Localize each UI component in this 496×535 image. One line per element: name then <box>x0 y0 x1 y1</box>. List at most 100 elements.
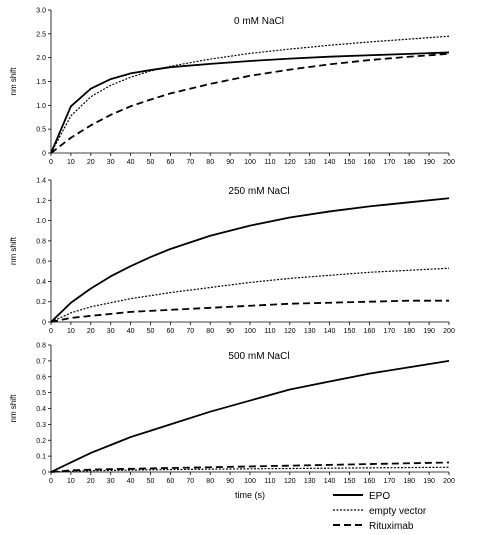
y-tick-label: 0.6 <box>36 259 46 266</box>
x-tick-label: 70 <box>186 159 194 166</box>
panel-title: 0 mM NaCl <box>234 16 284 27</box>
x-tick-label: 170 <box>383 478 395 485</box>
y-tick-label: 0.7 <box>36 358 46 365</box>
chart-panel-2: 0 0.2 0.4 0.6 0.8 1.0 1.2 1.4 0 10 20 30 40 50 60 70 80 9… <box>9 178 455 336</box>
series-line-empty-vector <box>50 35 450 154</box>
x-tick-label: 50 <box>147 328 155 335</box>
legend-label-epo: EPO <box>369 491 390 502</box>
chart-panels: 0 0.5 1.0 1.5 2.0 2.5 3.0 0 10 20 30 40 50 60 70 80 90 10… <box>9 8 455 501</box>
y-tick-label: 2.0 <box>36 55 46 62</box>
x-tick-label: 170 <box>383 159 395 166</box>
y-tick-label: 0 <box>42 151 46 158</box>
x-tick-label: 100 <box>244 478 256 485</box>
x-tick-label: 130 <box>304 159 316 166</box>
x-tick-label: 0 <box>49 159 53 166</box>
x-tick-label: 200 <box>443 159 455 166</box>
x-tick-label: 180 <box>403 159 415 166</box>
x-tick-label: 130 <box>304 328 316 335</box>
x-axis-label: time (s) <box>235 490 265 500</box>
y-tick-label: 1.4 <box>36 178 46 185</box>
x-tick-label: 20 <box>87 478 95 485</box>
y-tick-label: 0.4 <box>36 406 46 413</box>
x-tick-label: 70 <box>186 478 194 485</box>
x-tick-label: 0 <box>49 478 53 485</box>
series-line-rituximab <box>50 461 450 473</box>
x-tick-label: 30 <box>107 328 115 335</box>
x-tick-label: 140 <box>324 328 336 335</box>
x-tick-label: 140 <box>324 478 336 485</box>
x-tick-label: 40 <box>127 478 135 485</box>
x-tick-label: 20 <box>87 328 95 335</box>
panel-title: 250 mM NaCl <box>228 186 289 197</box>
x-tick-label: 100 <box>244 328 256 335</box>
y-tick-label: 0.8 <box>36 343 46 350</box>
y-axis-label: nm shift <box>9 236 18 265</box>
x-tick-label: 110 <box>264 328 275 335</box>
y-tick-label: 0.3 <box>36 422 46 429</box>
x-tick-label: 30 <box>107 478 115 485</box>
x-tick-label: 180 <box>403 328 415 335</box>
y-tick-label: 0.6 <box>36 374 46 381</box>
x-tick-label: 150 <box>344 328 356 335</box>
x-tick-label: 160 <box>364 328 376 335</box>
x-tick-label: 40 <box>127 159 135 166</box>
legend-label-rituximab: Rituximab <box>369 521 414 532</box>
x-tick-label: 100 <box>244 159 256 166</box>
y-tick-label: 0 <box>42 320 46 327</box>
x-tick-label: 160 <box>364 478 376 485</box>
chart-panel-1: 0 0.5 1.0 1.5 2.0 2.5 3.0 0 10 20 30 40 50 60 70 80 90 10… <box>9 8 455 167</box>
x-tick-label: 200 <box>443 328 455 335</box>
x-tick-label: 120 <box>284 478 296 485</box>
x-tick-label: 80 <box>206 159 214 166</box>
x-tick-label: 120 <box>284 328 296 335</box>
x-tick-label: 90 <box>226 328 234 335</box>
x-tick-label: 180 <box>403 478 415 485</box>
y-tick-label: 0.4 <box>36 279 46 286</box>
x-tick-label: 40 <box>127 328 135 335</box>
y-tick-label: 0.5 <box>36 127 46 134</box>
series-line-epo <box>50 359 450 473</box>
legend: EPO empty vector Rituximab <box>333 491 427 532</box>
y-tick-label: 1.0 <box>36 103 46 110</box>
x-tick-label: 30 <box>107 159 115 166</box>
x-tick-label: 110 <box>264 159 275 166</box>
y-tick-label: 0 <box>42 470 46 477</box>
panel-title: 500 mM NaCl <box>228 351 289 362</box>
x-tick-label: 60 <box>167 159 175 166</box>
series-line-epo <box>50 51 450 154</box>
x-tick-label: 190 <box>423 328 435 335</box>
x-tick-label: 200 <box>443 478 455 485</box>
x-tick-label: 150 <box>344 159 356 166</box>
x-tick-label: 190 <box>423 159 435 166</box>
x-tick-label: 130 <box>304 478 316 485</box>
y-tick-label: 0.5 <box>36 390 46 397</box>
x-tick-label: 10 <box>67 159 75 166</box>
x-tick-label: 20 <box>87 159 95 166</box>
x-tick-label: 150 <box>344 478 356 485</box>
x-tick-label: 80 <box>206 328 214 335</box>
y-axis-label: nm shift <box>9 67 18 96</box>
y-tick-label: 0.2 <box>36 299 46 306</box>
x-tick-label: 110 <box>264 478 275 485</box>
x-tick-label: 90 <box>226 159 234 166</box>
y-tick-label: 2.5 <box>36 31 46 38</box>
y-tick-label: 1.5 <box>36 79 46 86</box>
y-tick-label: 1.0 <box>36 218 46 225</box>
y-axis-label: nm shift <box>9 394 18 423</box>
x-tick-label: 120 <box>284 159 296 166</box>
series-line-rituximab <box>50 52 450 154</box>
y-tick-label: 0.8 <box>36 238 46 245</box>
x-tick-label: 50 <box>147 478 155 485</box>
x-tick-label: 160 <box>364 159 376 166</box>
y-tick-label: 3.0 <box>36 8 46 15</box>
x-tick-label: 50 <box>147 159 155 166</box>
x-tick-label: 70 <box>186 328 194 335</box>
series-line-rituximab <box>50 299 449 323</box>
x-tick-label: 140 <box>324 159 336 166</box>
y-tick-label: 0.1 <box>36 454 46 461</box>
series-line-epo <box>50 197 450 323</box>
x-tick-label: 170 <box>383 328 395 335</box>
chart-panel-3: 0 0.1 0.2 0.3 0.4 0.5 0.6 0.7 0.8 0 10 20 30 40 50 60 70… <box>9 343 455 501</box>
series-line-empty-vector <box>50 466 450 473</box>
